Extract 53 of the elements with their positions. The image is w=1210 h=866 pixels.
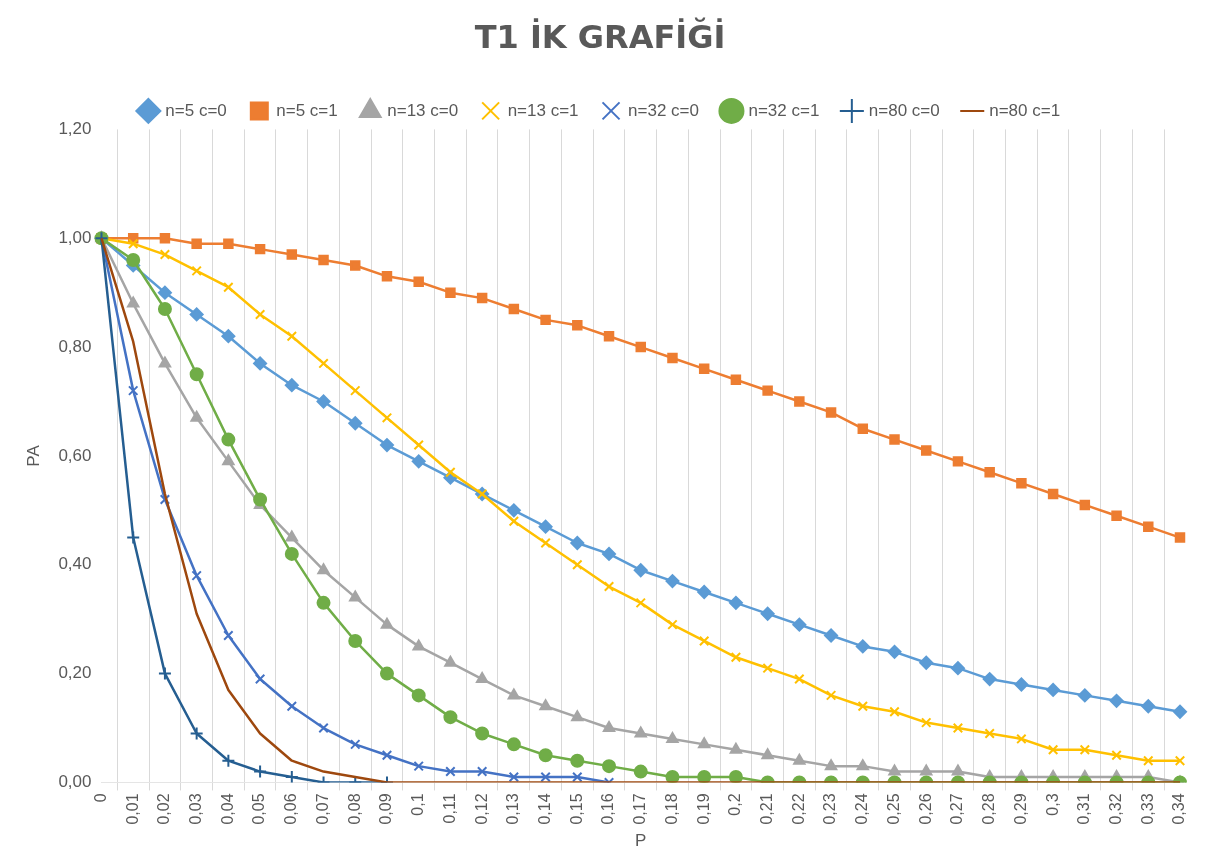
x-tick-label: 0	[91, 793, 109, 803]
legend-label: n=5 c=1	[276, 100, 338, 120]
legend-label: n=13 c=1	[507, 100, 579, 120]
y-tick-label: 1,00	[58, 227, 92, 247]
x-tick-label: 0,23	[821, 793, 839, 825]
x-tick-label: 0,03	[187, 793, 205, 825]
x-tick-label: 0,08	[345, 793, 363, 825]
y-tick-label: 1,20	[58, 119, 92, 139]
y-tick-label: 0,20	[58, 663, 92, 683]
legend-label: n=80 c=1	[989, 100, 1061, 120]
x-tick-label: 0,19	[694, 793, 712, 825]
x-tick-label: 0,32	[1106, 793, 1124, 825]
x-tick-label: 0,33	[1138, 793, 1156, 825]
x-tick-label: 0,06	[282, 793, 300, 825]
x-tick-label: 0,21	[758, 793, 776, 825]
x-tick-label: 0,22	[789, 793, 807, 825]
x-tick-label: 0,24	[853, 793, 871, 825]
x-tick-label: 0,3	[1043, 793, 1061, 816]
x-tick-label: 0,25	[884, 793, 902, 825]
y-axis-title: PA	[23, 444, 43, 467]
x-tick-label: 0,05	[250, 793, 268, 825]
x-tick-label: 0,07	[313, 793, 331, 825]
x-tick-label: 0,1	[409, 793, 427, 816]
x-tick-label: 0,12	[472, 793, 490, 825]
y-tick-label: 0,40	[58, 554, 92, 574]
legend-label: n=13 c=0	[387, 100, 459, 120]
x-tick-label: 0,18	[662, 793, 680, 825]
x-tick-label: 0,11	[440, 793, 458, 824]
x-tick-label: 0,29	[1011, 793, 1029, 825]
legend-label: n=80 c=0	[868, 100, 940, 120]
y-tick-label: 0,60	[58, 445, 92, 465]
chart-title: T1 İK GRAFİĞİ	[474, 16, 726, 56]
x-tick-label: 0,04	[218, 793, 236, 825]
legend-label: n=32 c=1	[748, 100, 820, 120]
x-tick-label: 0,13	[504, 793, 522, 825]
x-tick-label: 0,02	[155, 793, 173, 825]
x-tick-label: 0,26	[916, 793, 934, 825]
x-tick-label: 0,15	[567, 793, 585, 825]
x-tick-label: 0,09	[377, 793, 395, 825]
y-tick-label: 0,80	[58, 336, 92, 356]
x-tick-label: 0,28	[980, 793, 998, 825]
legend-label: n=32 c=0	[628, 100, 699, 120]
legend-label: n=5 c=0	[165, 100, 227, 120]
x-axis-title: P	[635, 831, 647, 851]
x-tick-label: 0,14	[535, 793, 553, 825]
y-tick-label: 0,00	[58, 772, 92, 792]
x-tick-label: 0,31	[1075, 793, 1093, 825]
x-tick-label: 0,01	[123, 793, 141, 825]
x-tick-label: 0,34	[1170, 793, 1188, 825]
x-tick-label: 0,17	[631, 793, 649, 825]
x-tick-label: 0,2	[726, 793, 744, 816]
x-tick-label: 0,16	[599, 793, 617, 825]
x-tick-label: 0,27	[948, 793, 966, 825]
